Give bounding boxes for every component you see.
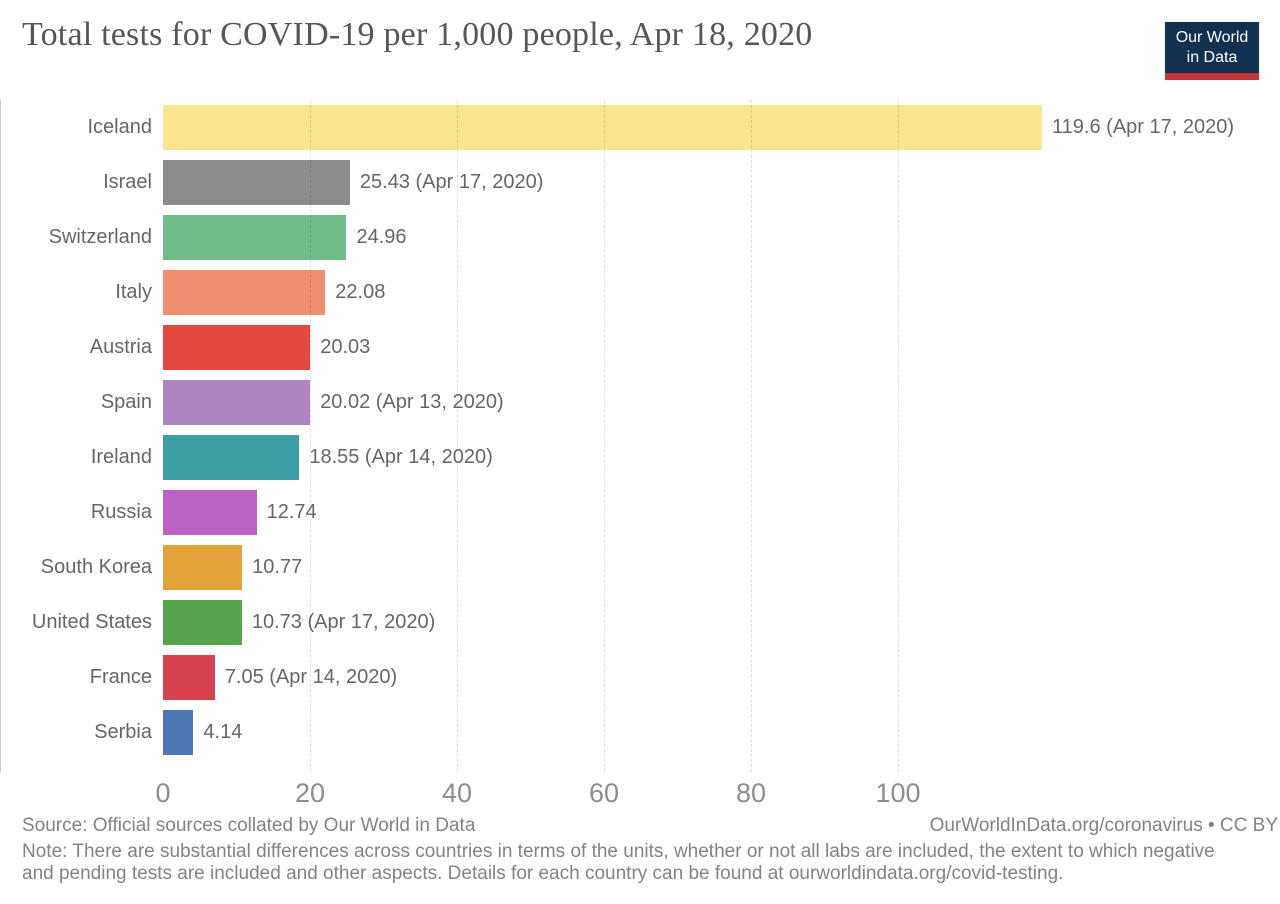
- x-tick-label: 20: [294, 778, 326, 808]
- note-line-2: and pending tests are included and other…: [22, 863, 1064, 884]
- country-label: Israel: [103, 171, 152, 193]
- country-label: Switzerland: [48, 226, 152, 248]
- value-label: 7.05 (Apr 14, 2020): [224, 666, 398, 688]
- page-title: Total tests for COVID-19 per 1,000 peopl…: [22, 16, 813, 53]
- table-row: Serbia 4.14: [0, 705, 1280, 760]
- bar[interactable]: [163, 545, 243, 590]
- owid-logo-line2: in Data: [1186, 49, 1238, 66]
- value-label: 18.55 (Apr 14, 2020): [309, 446, 493, 468]
- gridline: [310, 100, 311, 772]
- country-label: Russia: [90, 501, 152, 523]
- owid-logo-line1: Our World: [1175, 29, 1249, 46]
- gridline: [751, 100, 752, 772]
- bar[interactable]: [163, 105, 1043, 150]
- bar-chart: Iceland 119.6 (Apr 17, 2020) Israel 25.4…: [0, 100, 1280, 808]
- table-row: Austria 20.03: [0, 320, 1280, 375]
- owid-logo-red-strip: [1165, 73, 1259, 80]
- country-label: Italy: [115, 281, 152, 303]
- gridline: [457, 100, 458, 772]
- bar[interactable]: [163, 710, 194, 755]
- owid-logo: Our World in Data: [1165, 22, 1259, 80]
- country-label: Spain: [100, 391, 152, 413]
- y-axis-line: [0, 100, 1, 772]
- value-label: 25.43 (Apr 17, 2020): [359, 171, 544, 193]
- country-label: Ireland: [90, 446, 152, 468]
- value-label: 20.02 (Apr 13, 2020): [320, 391, 504, 413]
- value-label: 12.74: [266, 501, 317, 523]
- table-row: United States 10.73 (Apr 17, 2020): [0, 595, 1280, 650]
- value-label: 4.14: [203, 721, 243, 743]
- bar[interactable]: [163, 435, 300, 480]
- value-label: 20.03: [320, 336, 371, 358]
- country-label: Iceland: [87, 116, 153, 138]
- bar[interactable]: [163, 325, 311, 370]
- table-row: Russia 12.74: [0, 485, 1280, 540]
- table-row: Israel 25.43 (Apr 17, 2020): [0, 155, 1280, 210]
- x-tick-label: 40: [441, 778, 473, 808]
- note-line-1: Note: There are substantial differences …: [22, 841, 1215, 862]
- bar[interactable]: [163, 600, 242, 645]
- value-label: 10.73 (Apr 17, 2020): [251, 611, 436, 633]
- country-label: France: [89, 666, 152, 688]
- table-row: France 7.05 (Apr 14, 2020): [0, 650, 1280, 705]
- value-label: 24.96: [356, 226, 407, 248]
- bar[interactable]: [163, 270, 326, 315]
- bar[interactable]: [163, 655, 215, 700]
- table-row: Italy 22.08: [0, 265, 1280, 320]
- country-label: Austria: [89, 336, 152, 358]
- owid-logo-text: Our World in Data: [1165, 22, 1259, 73]
- gridline: [898, 100, 899, 772]
- bar[interactable]: [163, 215, 347, 260]
- table-row: Switzerland 24.96: [0, 210, 1280, 265]
- value-label: 22.08: [335, 281, 386, 303]
- footer: Source: Official sources collated by Our…: [0, 815, 1280, 884]
- x-tick-label: 100: [875, 778, 921, 808]
- bar[interactable]: [163, 490, 257, 535]
- owid-url-text: OurWorldInData.org/coronavirus • CC BY: [929, 815, 1278, 836]
- country-label: United States: [31, 611, 152, 633]
- gridline: [604, 100, 605, 772]
- table-row: Ireland 18.55 (Apr 14, 2020): [0, 430, 1280, 485]
- x-tick-label: 80: [735, 778, 767, 808]
- x-tick-label: 0: [155, 778, 171, 808]
- bar[interactable]: [163, 160, 350, 205]
- table-row: Iceland 119.6 (Apr 17, 2020): [0, 100, 1280, 155]
- value-label: 10.77: [252, 556, 303, 578]
- country-label: Serbia: [94, 721, 152, 743]
- source-text: Source: Official sources collated by Our…: [22, 815, 476, 836]
- bar[interactable]: [163, 380, 311, 425]
- x-tick-label: 60: [588, 778, 620, 808]
- value-label: 119.6 (Apr 17, 2020): [1052, 116, 1235, 138]
- country-label: South Korea: [40, 556, 152, 578]
- table-row: South Korea 10.77: [0, 540, 1280, 595]
- table-row: Spain 20.02 (Apr 13, 2020): [0, 375, 1280, 430]
- bar-rows: Iceland 119.6 (Apr 17, 2020) Israel 25.4…: [0, 100, 1280, 760]
